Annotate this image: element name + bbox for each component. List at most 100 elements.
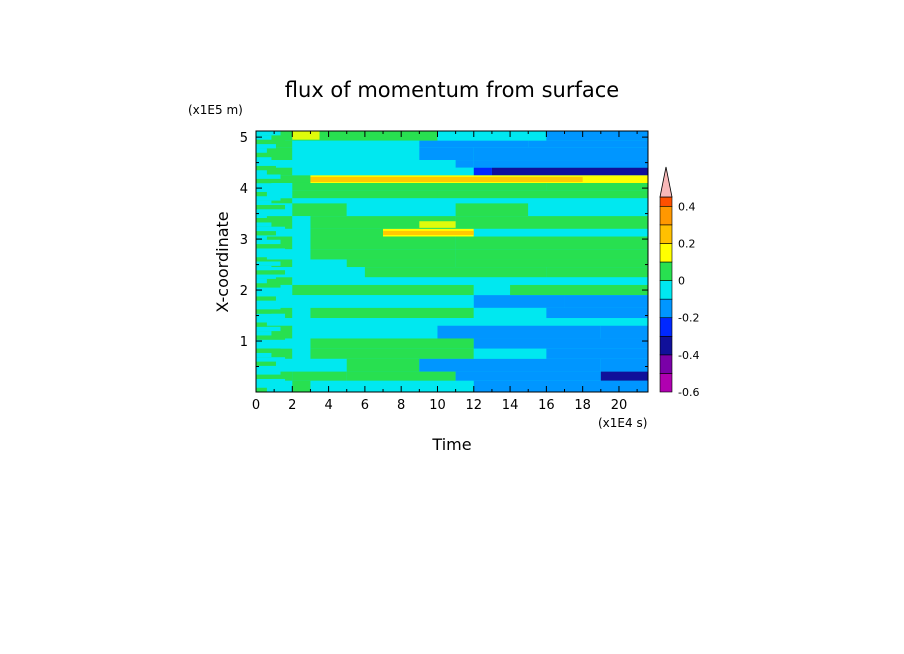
colorbar-swatch	[659, 317, 673, 337]
heatmap-cell	[473, 295, 565, 308]
heatmap-cell	[256, 291, 286, 297]
heatmap-cell	[546, 307, 648, 319]
heatmap-cell	[292, 284, 474, 296]
heatmap-cell	[292, 236, 311, 250]
heatmap-cell	[256, 300, 267, 305]
y-tick-label: 1	[240, 335, 248, 350]
heatmap-cell	[292, 160, 456, 168]
x-axis-label: Time	[431, 435, 471, 454]
heatmap-cell	[491, 167, 648, 176]
x-tick-label: 6	[361, 398, 369, 413]
heatmap-cell	[256, 278, 267, 284]
heatmap-cell	[419, 221, 456, 228]
heatmap-cell	[292, 277, 648, 285]
heatmap-cell	[546, 131, 648, 141]
colorbar-tick-label: -0.6	[678, 386, 699, 399]
heatmap-cell	[256, 326, 281, 332]
heatmap-cell	[310, 176, 583, 182]
y-unit-label: (x1E5 m)	[188, 103, 243, 117]
heatmap-cell	[256, 277, 293, 285]
colorbar-swatch	[659, 280, 673, 300]
heatmap-cell	[292, 203, 347, 217]
y-axis-label: X-coordinate	[213, 211, 232, 312]
heatmap-cell	[455, 203, 529, 217]
heatmap-cell	[292, 190, 438, 199]
heatmap-cell	[364, 267, 547, 278]
heatmap-cell	[292, 358, 347, 372]
heatmap-cell	[256, 370, 281, 375]
heatmap-cell	[256, 165, 276, 171]
heatmap-cell	[510, 284, 648, 296]
heatmap-cell	[256, 270, 286, 275]
heatmap-cell	[455, 249, 648, 260]
heatmap-cell	[292, 147, 420, 161]
heatmap-cell	[256, 190, 293, 199]
heatmap-cell	[310, 348, 474, 359]
x-tick-label: 14	[502, 398, 519, 413]
heatmap-cell	[292, 307, 311, 319]
heatmap-cell	[256, 374, 272, 379]
heatmap-cell	[256, 252, 276, 258]
heatmap-cell	[256, 198, 293, 204]
heatmap-cell	[310, 338, 474, 349]
heatmap-cell	[528, 140, 648, 148]
heatmap-cell	[491, 131, 547, 141]
heatmap-cell	[292, 131, 320, 140]
heatmap-cell	[256, 318, 276, 323]
heatmap-cell	[473, 228, 648, 237]
heatmap-cell	[256, 131, 281, 136]
heatmap-cell	[310, 249, 456, 260]
heatmap-cell	[256, 296, 276, 301]
heatmap-cell	[346, 259, 456, 268]
heatmap-cell	[256, 144, 276, 149]
heatmap-cell	[256, 209, 276, 214]
heatmap-cell	[256, 170, 267, 175]
colorbar-extend-arrow	[659, 166, 673, 198]
heatmap-cell	[346, 203, 456, 217]
heatmap-cell	[256, 361, 276, 366]
heatmap-cell	[292, 216, 311, 229]
y-tick-label: 5	[240, 131, 248, 146]
heatmap-cell	[292, 259, 347, 268]
x-tick-label: 2	[288, 398, 296, 413]
heatmap-cell	[256, 161, 286, 166]
heatmap-cell	[292, 338, 311, 349]
heatmap-cell	[256, 139, 286, 145]
heatmap-cell	[256, 257, 267, 262]
heatmap-cell	[256, 309, 272, 314]
colorbar-swatch	[659, 354, 673, 374]
heatmap-cell	[256, 148, 267, 153]
x-tick-label: 10	[429, 398, 446, 413]
heatmap-cell	[546, 267, 648, 278]
heatmap-cell	[292, 140, 420, 148]
heatmap-cell	[256, 274, 276, 279]
x-unit-label: (x1E4 s)	[598, 416, 647, 430]
heatmap-cell	[256, 167, 293, 176]
colorbar-swatch	[659, 243, 673, 263]
colorbar-tick-label: 0	[678, 275, 685, 288]
colorbar-tick-label: 0.4	[678, 200, 696, 213]
x-tick-label: 8	[397, 398, 405, 413]
colorbar-swatch	[659, 373, 673, 393]
heatmap-cell	[256, 383, 276, 388]
heatmap-cell	[256, 218, 281, 223]
x-tick-label: 16	[538, 398, 555, 413]
heatmap-cell	[256, 339, 276, 345]
heatmap-cell	[292, 267, 365, 278]
heatmap-cell	[600, 325, 648, 339]
heatmap-cell	[437, 190, 648, 199]
y-tick-label: 2	[240, 284, 248, 299]
heatmap-cell	[256, 357, 286, 362]
heatmap-cell	[437, 325, 601, 339]
heatmap-cell	[256, 231, 276, 236]
heatmap-cell	[455, 216, 648, 229]
chart-title: flux of momentum from surface	[285, 78, 619, 102]
heatmap-cell	[419, 147, 474, 161]
heatmap-cell	[383, 230, 474, 235]
heatmap-cell	[600, 371, 648, 381]
colorbar-swatch	[659, 335, 673, 356]
y-tick-label: 3	[240, 233, 248, 248]
colorbar-swatch	[659, 224, 673, 244]
heatmap-cell	[256, 283, 281, 288]
heatmap-cell	[473, 284, 511, 296]
